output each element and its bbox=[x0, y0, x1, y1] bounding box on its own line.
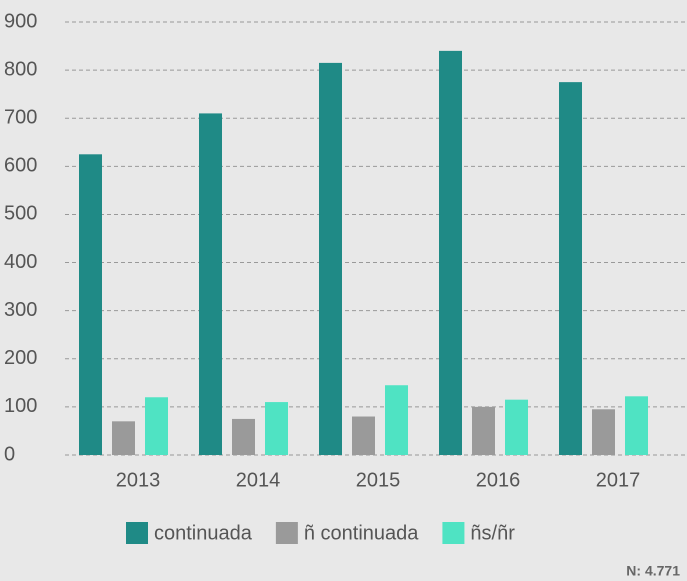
x-tick-label: 2013 bbox=[116, 469, 161, 491]
bar bbox=[559, 82, 582, 455]
x-tick-label: 2015 bbox=[356, 469, 401, 491]
bar bbox=[352, 416, 375, 455]
y-tick-label: 900 bbox=[4, 10, 37, 32]
bar bbox=[472, 406, 495, 455]
bar bbox=[232, 418, 255, 455]
legend-swatch bbox=[442, 522, 465, 544]
y-tick-label: 600 bbox=[4, 155, 37, 177]
bar bbox=[319, 62, 342, 456]
bar bbox=[265, 402, 288, 455]
legend-label: ñ continuada bbox=[304, 522, 419, 544]
bar bbox=[625, 396, 648, 455]
y-tick-label: 500 bbox=[4, 203, 37, 225]
bar bbox=[145, 397, 168, 455]
bar bbox=[385, 385, 408, 455]
bar bbox=[439, 50, 462, 455]
bar bbox=[199, 113, 222, 456]
y-tick-label: 0 bbox=[4, 443, 15, 465]
legend-label: continuada bbox=[154, 522, 253, 544]
x-tick-label: 2017 bbox=[596, 469, 641, 491]
legend-swatch bbox=[126, 522, 148, 544]
bar bbox=[505, 399, 528, 455]
bar bbox=[79, 154, 102, 456]
y-tick-label: 300 bbox=[4, 299, 37, 321]
bar bbox=[112, 421, 135, 455]
y-tick-label: 200 bbox=[4, 347, 37, 369]
annotation: N: 4.771 bbox=[626, 563, 680, 579]
x-tick-label: 2016 bbox=[476, 469, 521, 491]
x-tick-label: 2014 bbox=[236, 469, 281, 491]
y-tick-label: 100 bbox=[4, 395, 37, 417]
bar bbox=[592, 409, 615, 455]
y-tick-label: 400 bbox=[4, 251, 37, 273]
y-tick-label: 800 bbox=[4, 58, 37, 80]
y-tick-label: 700 bbox=[4, 107, 37, 129]
legend-label: ñs/ñr bbox=[470, 522, 515, 544]
legend-swatch bbox=[275, 522, 298, 544]
